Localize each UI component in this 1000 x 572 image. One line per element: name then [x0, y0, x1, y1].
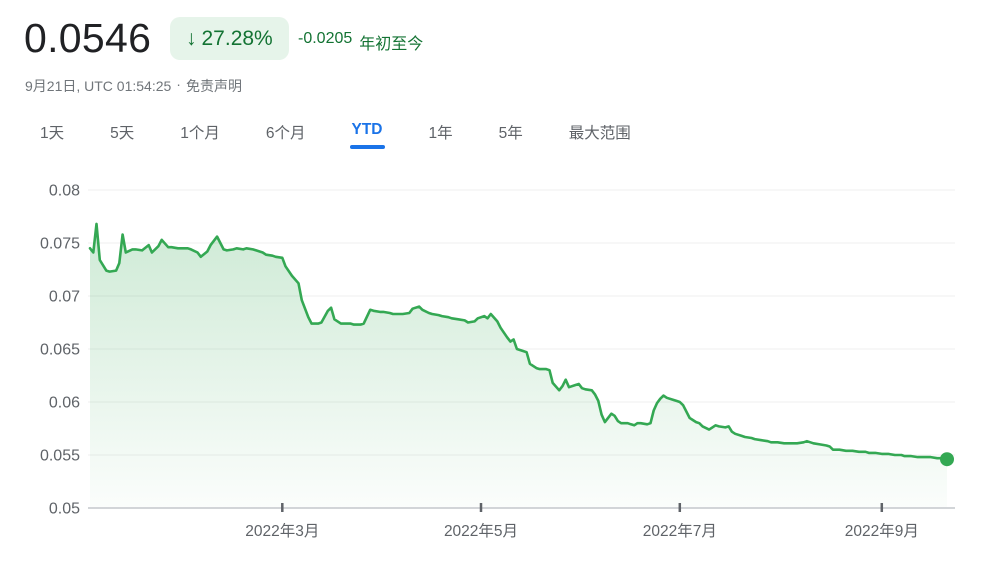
timestamp: 9月21日, UTC 01:54:25 — [25, 78, 172, 94]
range-tab-1d[interactable]: 1天 — [40, 119, 64, 153]
range-tab-ytd[interactable]: YTD — [349, 119, 385, 149]
x-axis-ticks — [281, 503, 884, 512]
change-absolute-value: -0.0205 — [298, 30, 353, 47]
dot-separator: · — [176, 76, 181, 92]
x-axis-label: 2022年5月 — [444, 522, 518, 540]
y-axis-label: 0.08 — [49, 183, 80, 200]
disclaimer-link[interactable]: 免责声明 — [185, 78, 242, 94]
x-axis-labels: 2022年3月 2022年5月 2022年7月 2022年9月 — [245, 522, 919, 540]
y-axis-labels: 0.05 0.055 0.06 0.065 0.07 0.075 0.08 — [40, 183, 80, 518]
quote-subtitle: 9月21日, UTC 01:54:25 · 免责声明 — [25, 76, 242, 96]
range-tab-5y[interactable]: 5年 — [499, 119, 523, 153]
area-fill — [90, 223, 947, 508]
x-axis-label: 2022年7月 — [643, 522, 717, 540]
y-axis-label: 0.065 — [40, 342, 80, 359]
change-percent-badge: ↓ 27.28% — [170, 17, 289, 60]
x-axis-label: 2022年3月 — [245, 522, 319, 540]
x-axis-label: 2022年9月 — [845, 522, 919, 540]
change-absolute-row: -0.0205 年初至今 — [298, 30, 423, 54]
current-price: 0.0546 — [24, 15, 152, 61]
down-arrow-icon: ↓ — [186, 26, 197, 50]
range-tab-max[interactable]: 最大范围 — [569, 119, 631, 153]
range-tab-bar: 1天 5天 1个月 6个月 YTD 1年 5年 最大范围 — [40, 119, 631, 153]
change-percent: 27.28% — [201, 26, 273, 50]
range-tab-1m[interactable]: 1个月 — [180, 119, 220, 153]
range-tab-6m[interactable]: 6个月 — [266, 119, 306, 153]
y-axis-label: 0.075 — [40, 236, 80, 253]
last-price-dot — [940, 452, 954, 467]
y-axis-label: 0.055 — [40, 448, 80, 465]
change-period-label: 年初至今 — [359, 36, 424, 53]
range-tab-5d[interactable]: 5天 — [110, 119, 134, 153]
price-line — [88, 222, 949, 461]
y-axis-label: 0.07 — [49, 289, 80, 306]
y-axis-label: 0.06 — [49, 395, 80, 412]
range-tab-1y[interactable]: 1年 — [429, 119, 453, 153]
y-axis-label: 0.05 — [49, 501, 80, 518]
